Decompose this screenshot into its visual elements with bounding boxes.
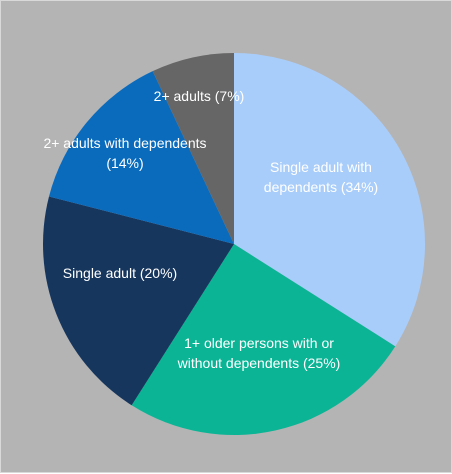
slice-label-line: dependents (34%) (264, 179, 378, 195)
slice-label-line: Single adult with (270, 159, 372, 175)
pie-slice-1 (234, 53, 426, 347)
slice-label-3: Single adult (20%) (63, 265, 177, 281)
pie-slice-5 (152, 53, 234, 244)
slice-label-line: without dependents (25%) (177, 355, 341, 371)
pie-slice-3 (43, 196, 234, 406)
slice-label-2: 1+ older persons with or without dependen… (177, 335, 341, 371)
slice-label-line: 1+ older persons with or (184, 335, 334, 351)
slice-label-line: (14%) (106, 155, 143, 171)
slice-label-5: 2+ adults (7%) (154, 88, 245, 104)
pie-labels: Single adult with dependents (34%) 1+ olde… (43, 88, 378, 371)
slice-label-line: Single adult (20%) (63, 265, 177, 281)
pie-slices (43, 53, 426, 435)
slice-label-line: 2+ adults (7%) (154, 88, 245, 104)
slice-label-1: Single adult with dependents (34%) (264, 159, 378, 195)
pie-slice-2 (131, 244, 396, 435)
slice-label-4: 2+ adults with dependents (14%) (43, 135, 206, 171)
pie-slice-4 (49, 71, 235, 244)
slice-label-line: 2+ adults with dependents (43, 135, 206, 151)
